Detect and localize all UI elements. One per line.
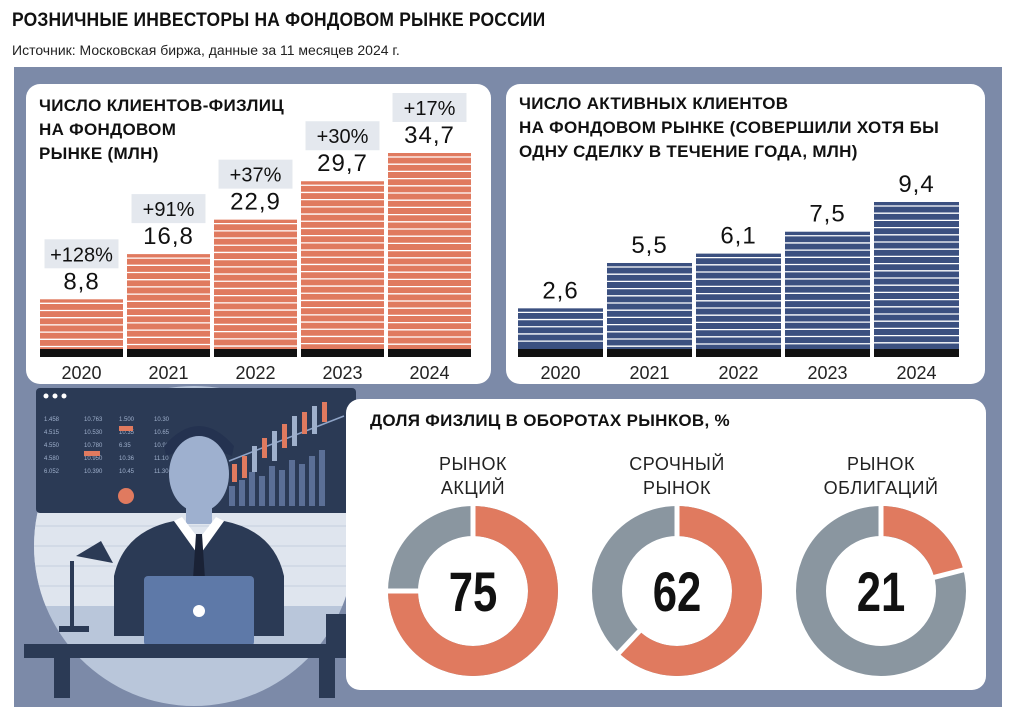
svg-text:11.30: 11.30 bbox=[154, 469, 169, 475]
growth-label: +37% bbox=[230, 165, 282, 187]
svg-text:10.98: 10.98 bbox=[154, 443, 170, 449]
donut-value-label: 62 bbox=[653, 561, 702, 623]
growth-label: +30% bbox=[317, 126, 369, 148]
svg-text:11.10: 11.10 bbox=[154, 456, 169, 462]
x-tick-label: 2022 bbox=[718, 363, 758, 383]
growth-badge bbox=[131, 194, 206, 224]
bar-2021 bbox=[607, 262, 692, 349]
donut-gap bbox=[931, 566, 966, 581]
svg-text:10.45: 10.45 bbox=[119, 469, 135, 475]
candlestick-chart-icon bbox=[228, 402, 345, 506]
donut-label-stocks: РЫНОК АКЦИЙ bbox=[439, 454, 507, 498]
svg-text:10.763: 10.763 bbox=[84, 417, 103, 423]
value-label: 6,1 bbox=[720, 223, 756, 250]
bar-chart-clients-total: 2020 8,8+128% 2021 16,8+91% 2022 22,9+37% 2023… bbox=[40, 93, 471, 383]
value-label: 9,4 bbox=[898, 171, 934, 198]
bar-chart-clients-active: 2020 2,6 2021 5,5 2022 6,1 2023 7,5 2024 9,4 bbox=[518, 171, 959, 383]
bar-base bbox=[301, 349, 384, 357]
donut-gap bbox=[615, 627, 643, 657]
value-label: 7,5 bbox=[809, 201, 845, 228]
growth-label: +17% bbox=[404, 98, 456, 120]
x-tick-label: 2021 bbox=[148, 363, 188, 383]
bar-base bbox=[388, 349, 471, 357]
svg-text:4.550: 4.550 bbox=[44, 443, 60, 449]
bar-2020 bbox=[40, 299, 123, 349]
bar-base bbox=[874, 349, 959, 357]
bar-base bbox=[607, 349, 692, 357]
page-title: РОЗНИЧНЫЕ ИНВЕСТОРЫ НА ФОНДОВОМ РЫНКЕ РО… bbox=[12, 10, 546, 31]
panel-clients-active: ЧИСЛО АКТИВНЫХ КЛИЕНТОВ НА ФОНДОВОМ РЫНК… bbox=[506, 84, 985, 384]
svg-text:1.500: 1.500 bbox=[119, 417, 135, 423]
x-tick-label: 2020 bbox=[61, 363, 101, 383]
bar-2023 bbox=[785, 231, 870, 349]
chart-title-turnover-share: ДОЛЯ ФИЗЛИЦ В ОБОРОТАХ РЫНКОВ, % bbox=[370, 411, 730, 430]
svg-text:10.36: 10.36 bbox=[119, 456, 135, 462]
apple-logo-icon bbox=[193, 605, 205, 617]
svg-text:4.515: 4.515 bbox=[44, 430, 60, 436]
donut-value-label: 75 bbox=[449, 561, 498, 623]
panel-clients-total: ЧИСЛО КЛИЕНТОВ-ФИЗЛИЦ НА ФОНДОВОМ РЫНКЕ … bbox=[26, 84, 491, 384]
bar-2024 bbox=[874, 202, 959, 349]
desk-icon bbox=[24, 644, 364, 658]
bar-base bbox=[696, 349, 781, 357]
bar-base bbox=[518, 349, 603, 357]
panel-turnover-share: ДОЛЯ ФИЗЛИЦ В ОБОРОТАХ РЫНКОВ, % РЫНОК А… bbox=[346, 399, 986, 690]
bar-base bbox=[214, 349, 297, 357]
x-tick-label: 2020 bbox=[540, 363, 580, 383]
page-subtitle: Источник: Московская биржа, данные за 11… bbox=[12, 42, 400, 58]
svg-text:10.530: 10.530 bbox=[84, 430, 103, 436]
svg-text:10.65: 10.65 bbox=[154, 430, 170, 436]
growth-badge bbox=[44, 239, 119, 269]
bar-2022 bbox=[214, 219, 297, 349]
chart-title-clients-active: ЧИСЛО АКТИВНЫХ КЛИЕНТОВ НА ФОНДОВОМ РЫНК… bbox=[519, 94, 940, 161]
x-tick-label: 2022 bbox=[235, 363, 275, 383]
value-label: 5,5 bbox=[631, 232, 667, 259]
svg-text:10.30: 10.30 bbox=[154, 417, 170, 423]
svg-text:1.458: 1.458 bbox=[44, 417, 60, 423]
value-label: 16,8 bbox=[143, 223, 194, 250]
investor-at-laptop-illustration: 1.458 10.763 1.500 10.30 4.515 10.530 10.35 10… bbox=[24, 386, 364, 706]
bar-base bbox=[127, 349, 210, 357]
growth-badge bbox=[392, 93, 467, 122]
x-tick-label: 2024 bbox=[409, 363, 449, 383]
value-label: 22,9 bbox=[230, 189, 281, 216]
growth-badge bbox=[305, 121, 380, 151]
bar-base bbox=[785, 349, 870, 357]
lamp-icon bbox=[59, 541, 113, 632]
svg-text:10.390: 10.390 bbox=[84, 469, 103, 475]
svg-text:10.780: 10.780 bbox=[84, 443, 103, 449]
x-tick-label: 2023 bbox=[322, 363, 362, 383]
value-label: 29,7 bbox=[317, 150, 368, 177]
value-label: 2,6 bbox=[542, 277, 578, 304]
bar-2020 bbox=[518, 308, 603, 349]
value-label: 34,7 bbox=[404, 122, 455, 149]
growth-label: +91% bbox=[143, 199, 195, 221]
donut-value-label: 21 bbox=[857, 561, 906, 623]
svg-text:6.35: 6.35 bbox=[119, 443, 131, 449]
growth-label: +128% bbox=[50, 244, 113, 266]
bar-base bbox=[40, 349, 123, 357]
svg-text:10.950: 10.950 bbox=[84, 456, 103, 462]
x-tick-label: 2021 bbox=[629, 363, 669, 383]
svg-text:10.35: 10.35 bbox=[119, 430, 135, 436]
donut-label-derivatives: СРОЧНЫЙ РЫНОК bbox=[629, 454, 725, 498]
donut-charts-turnover-share: 75 62 21 bbox=[386, 504, 966, 676]
value-label: 8,8 bbox=[63, 268, 99, 295]
svg-text:4.580: 4.580 bbox=[44, 456, 60, 462]
x-tick-label: 2023 bbox=[807, 363, 847, 383]
donut-label-bonds: РЫНОК ОБЛИГАЦИЙ bbox=[823, 454, 939, 498]
x-tick-label: 2024 bbox=[896, 363, 936, 383]
chart-title-clients-total: ЧИСЛО КЛИЕНТОВ-ФИЗЛИЦ НА ФОНДОВОМ РЫНКЕ … bbox=[39, 96, 284, 163]
svg-text:6.052: 6.052 bbox=[44, 469, 60, 475]
growth-badge bbox=[218, 159, 293, 189]
bar-2023 bbox=[301, 181, 384, 349]
